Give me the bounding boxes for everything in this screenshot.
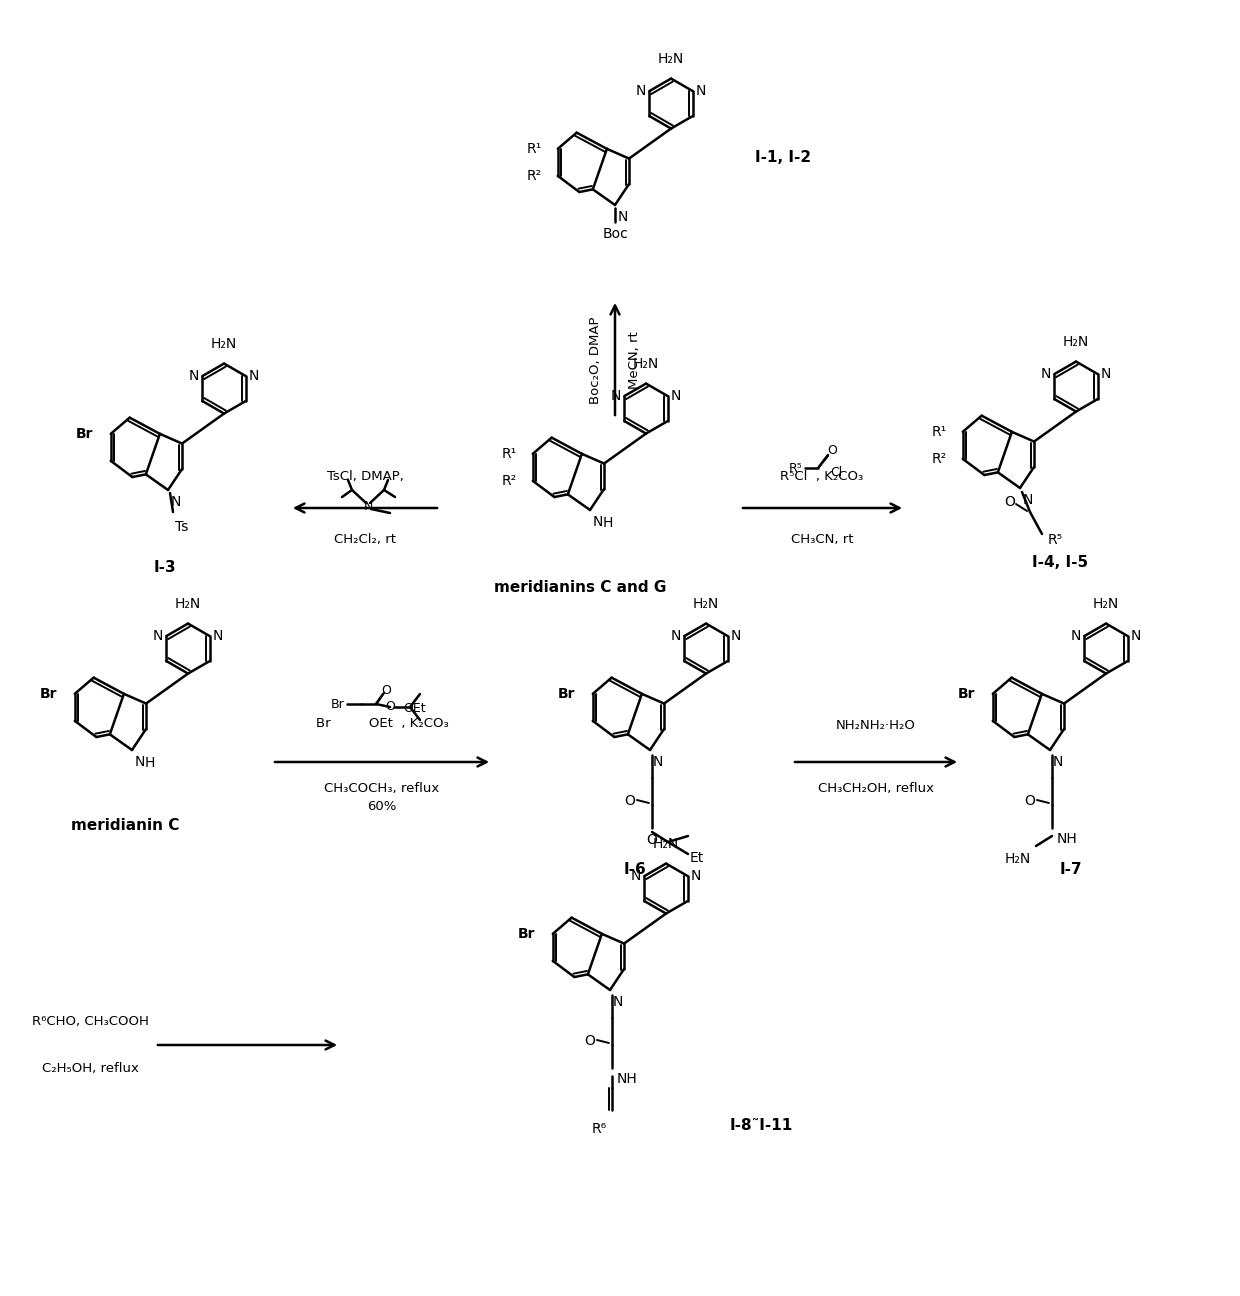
Text: N: N — [730, 629, 742, 643]
Text: H₂N: H₂N — [693, 596, 719, 610]
Text: I-8˜I-11: I-8˜I-11 — [730, 1118, 794, 1133]
Text: H₂N: H₂N — [1092, 596, 1120, 610]
Text: N: N — [653, 756, 663, 769]
Text: I-3: I-3 — [154, 560, 176, 575]
Text: R²: R² — [502, 474, 517, 487]
Text: R⁵: R⁵ — [1048, 533, 1063, 547]
Text: N: N — [213, 629, 223, 643]
Text: R⁶: R⁶ — [591, 1122, 608, 1137]
Text: Br         OEt  , K₂CO₃: Br OEt , K₂CO₃ — [316, 717, 449, 730]
Text: O: O — [625, 794, 635, 807]
Text: O: O — [646, 833, 657, 848]
Text: N: N — [1042, 367, 1052, 381]
Text: Boc: Boc — [603, 227, 627, 241]
Text: H₂N: H₂N — [632, 356, 660, 371]
Text: O: O — [1004, 495, 1016, 509]
Text: R²: R² — [931, 452, 947, 465]
Text: N: N — [671, 629, 682, 643]
Text: meridianin C: meridianin C — [71, 818, 180, 833]
Text: N: N — [671, 389, 681, 403]
Text: Br: Br — [957, 687, 975, 701]
Text: N: N — [188, 369, 200, 384]
Text: R¹: R¹ — [931, 425, 947, 439]
Text: R¹: R¹ — [527, 141, 542, 156]
Text: Boc₂O, DMAP: Boc₂O, DMAP — [589, 316, 601, 404]
Text: CH₃CN, rt: CH₃CN, rt — [791, 533, 853, 546]
Text: I-1, I-2: I-1, I-2 — [755, 150, 811, 166]
Text: N: N — [613, 995, 624, 1010]
Text: H₂N: H₂N — [1004, 851, 1030, 866]
Text: I-6: I-6 — [624, 862, 646, 877]
Text: N: N — [593, 515, 604, 529]
Text: meridianins C and G: meridianins C and G — [494, 581, 666, 595]
Text: R¹: R¹ — [501, 447, 517, 461]
Text: R⁵Cl  , K₂CO₃: R⁵Cl , K₂CO₃ — [780, 470, 863, 483]
Text: N: N — [636, 84, 646, 98]
Text: N: N — [249, 369, 259, 384]
Text: NH: NH — [1056, 832, 1078, 846]
Text: H₂N: H₂N — [1063, 334, 1089, 349]
Text: R²: R² — [527, 168, 542, 183]
Text: N: N — [1023, 492, 1033, 507]
Text: Ts: Ts — [175, 520, 188, 534]
Text: H₂N: H₂N — [653, 836, 680, 850]
Text: N: N — [611, 389, 621, 403]
Text: CH₂Cl₂, rt: CH₂Cl₂, rt — [334, 533, 396, 546]
Text: N: N — [1101, 367, 1111, 381]
Text: TsCl, DMAP,: TsCl, DMAP, — [326, 470, 403, 483]
Text: H₂N: H₂N — [211, 337, 237, 350]
Text: N: N — [1053, 756, 1064, 769]
Text: R⁶CHO, CH₃COOH: R⁶CHO, CH₃COOH — [31, 1015, 149, 1028]
Text: N: N — [1131, 629, 1141, 643]
Text: N: N — [171, 495, 181, 509]
Text: I-4, I-5: I-4, I-5 — [1032, 555, 1087, 570]
Text: Br: Br — [517, 927, 534, 941]
Text: NH: NH — [618, 1072, 637, 1086]
Text: N: N — [363, 500, 373, 513]
Text: H: H — [603, 516, 614, 530]
Text: H₂N: H₂N — [175, 596, 201, 610]
Text: O: O — [1024, 794, 1035, 807]
Text: O: O — [827, 445, 837, 457]
Text: Cl: Cl — [830, 465, 842, 478]
Text: MeCN, rt: MeCN, rt — [627, 330, 641, 389]
Text: N: N — [153, 629, 164, 643]
Text: NH₂NH₂·H₂O: NH₂NH₂·H₂O — [836, 719, 916, 732]
Text: R⁵: R⁵ — [789, 461, 802, 474]
Text: H₂N: H₂N — [658, 52, 684, 66]
Text: C₂H₅OH, reflux: C₂H₅OH, reflux — [42, 1061, 139, 1074]
Text: Br: Br — [557, 687, 575, 701]
Text: O: O — [386, 701, 394, 714]
Text: N: N — [631, 870, 641, 883]
Text: H: H — [145, 756, 155, 770]
Text: Br: Br — [40, 687, 57, 701]
Text: N: N — [618, 210, 629, 224]
Text: N: N — [691, 870, 701, 883]
Text: I-7: I-7 — [1060, 862, 1083, 877]
Text: O: O — [584, 1034, 595, 1048]
Text: Br: Br — [330, 697, 343, 710]
Text: O: O — [381, 684, 391, 697]
Text: CH₃CH₂OH, reflux: CH₃CH₂OH, reflux — [818, 781, 934, 794]
Text: N: N — [135, 756, 145, 769]
Text: 60%: 60% — [367, 800, 397, 813]
Text: CH₃COCH₃, reflux: CH₃COCH₃, reflux — [325, 781, 440, 794]
Text: OEt: OEt — [403, 701, 425, 714]
Text: N: N — [696, 84, 706, 98]
Text: Br: Br — [76, 426, 93, 441]
Text: Et: Et — [689, 851, 704, 864]
Text: N: N — [1071, 629, 1081, 643]
